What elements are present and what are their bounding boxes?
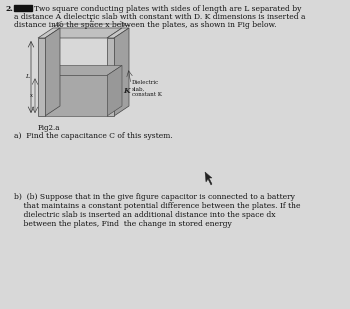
Text: a)  Find the capacitance C of this system.: a) Find the capacitance C of this system… [14,132,173,140]
Text: that maintains a constant potential difference between the plates. If the: that maintains a constant potential diff… [14,202,301,210]
Text: constant K: constant K [132,92,162,97]
Polygon shape [107,28,129,38]
Text: b)  (b) Suppose that in the give figure capacitor is connected to a battery: b) (b) Suppose that in the give figure c… [14,193,295,201]
Polygon shape [107,38,114,116]
Text: a distance A dielectric slab with constant with D. K dimensions is inserted a: a distance A dielectric slab with consta… [14,13,306,21]
Text: distance into the space x between the plates, as shown in Fig below.: distance into the space x between the pl… [14,21,276,29]
Polygon shape [38,28,60,38]
Text: L: L [89,18,93,23]
Text: 2.: 2. [5,5,13,13]
Polygon shape [114,28,129,116]
Polygon shape [45,28,122,38]
Polygon shape [45,28,60,116]
Text: Fig2.a: Fig2.a [38,124,61,132]
Polygon shape [38,38,45,116]
Polygon shape [45,75,107,116]
Bar [14,5,32,11]
Text: K: K [123,87,130,95]
Text: Dielectric: Dielectric [132,80,159,86]
Text: Two square conducting plates with sides of length are L separated by: Two square conducting plates with sides … [34,5,301,13]
Text: dielectric slab is inserted an additional distance into the space dx: dielectric slab is inserted an additiona… [14,211,275,219]
Polygon shape [205,172,212,185]
Polygon shape [107,66,122,116]
Text: between the plates, Find  the change in stored energy: between the plates, Find the change in s… [14,220,232,228]
Polygon shape [45,66,122,75]
Text: slab,: slab, [132,87,145,91]
Text: L: L [25,74,29,79]
Text: x: x [30,93,34,98]
